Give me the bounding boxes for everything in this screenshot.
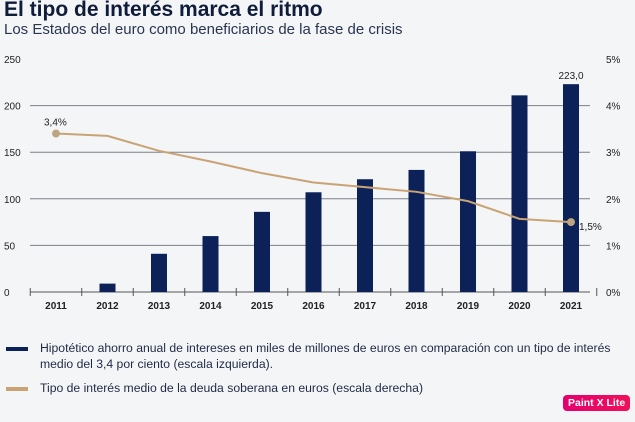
bar-2014 (202, 236, 219, 292)
x-tick-label: 2015 (251, 301, 274, 312)
right-tick-label: 0% (606, 288, 621, 299)
bar-2013 (151, 253, 167, 292)
bar-2020 (511, 95, 528, 293)
paint-x-lite-watermark: Paint X Lite (563, 395, 631, 411)
legend-label-line: Tipo de interés medio de la deuda sobera… (40, 381, 424, 395)
x-tick-label: 2011 (45, 301, 67, 312)
line-point-2011 (52, 129, 60, 138)
x-tick-label: 2017 (354, 301, 377, 312)
left-tick-label: 0 (4, 288, 10, 299)
left-tick-label: 50 (4, 241, 16, 252)
left-tick-label: 200 (4, 102, 21, 113)
x-tick-label: 2018 (405, 301, 428, 312)
left-tick-label: 150 (4, 148, 21, 159)
x-tick-label: 2019 (457, 301, 480, 312)
right-tick-label: 3% (606, 148, 621, 159)
line-point-2021 (567, 218, 575, 227)
left-tick-label: 250 (4, 55, 21, 66)
legend-label-bars: Hipotético ahorro anual de intereses en … (40, 341, 611, 371)
legend-swatch-bars (6, 347, 28, 351)
line-data-label-first: 3,4% (44, 118, 67, 129)
x-tick-label: 2016 (302, 301, 325, 312)
right-tick-label: 4% (606, 102, 621, 113)
x-tick-label: 2020 (508, 301, 531, 312)
x-tick-label: 2013 (148, 301, 171, 312)
bar-2021 (563, 84, 579, 292)
bar-2012 (99, 283, 116, 292)
x-tick-label: 2012 (96, 301, 119, 312)
right-tick-label: 2% (606, 195, 621, 206)
bar-2019 (460, 151, 476, 292)
left-tick-label: 100 (4, 195, 21, 206)
legend-swatch-line (6, 387, 28, 391)
chart-plot: 0 50 100 150 200 250 0% 1% 2% 3% 4% 5% 2011 2012 2013 2… (4, 55, 621, 312)
chart-title: El tipo de interés marca el ritmo (4, 0, 323, 21)
bar-2015 (254, 211, 270, 292)
line-series (55, 132, 572, 224)
bar-2018 (408, 169, 425, 292)
chart-subtitle: Los Estados del euro como beneficiarios … (4, 21, 403, 38)
line-data-label-last: 1,5% (579, 222, 602, 233)
right-tick-label: 1% (606, 241, 621, 252)
bar-2016 (305, 192, 322, 292)
bar-data-label: 223,0 (558, 71, 583, 82)
bar-2017 (357, 179, 373, 292)
x-tick-label: 2014 (199, 301, 222, 312)
right-tick-label: 5% (606, 55, 621, 66)
x-tick-label: 2021 (560, 301, 583, 312)
